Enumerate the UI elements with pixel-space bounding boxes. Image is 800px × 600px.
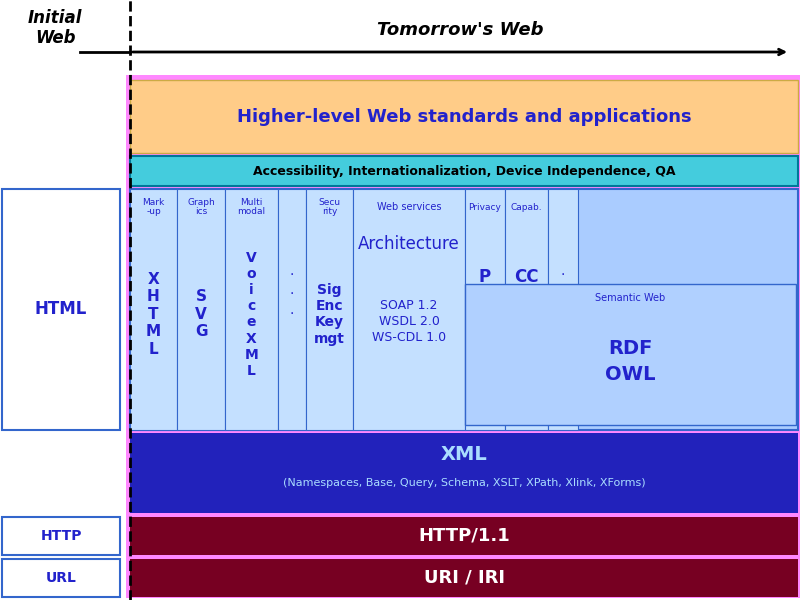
Text: HTTP: HTTP bbox=[40, 529, 82, 543]
Text: P
3
P: P 3 P bbox=[479, 268, 491, 327]
Bar bbox=[177, 189, 225, 430]
Text: HTTP/1.1: HTTP/1.1 bbox=[418, 527, 510, 545]
Bar bbox=[548, 189, 578, 430]
Bar bbox=[225, 189, 278, 430]
Text: .
.
.: . . . bbox=[561, 264, 565, 317]
Text: .
.
.: . . . bbox=[290, 264, 294, 317]
Text: (Namespaces, Base, Query, Schema, XSLT, XPath, Xlink, XForms): (Namespaces, Base, Query, Schema, XSLT, … bbox=[282, 478, 646, 488]
Text: Accessibility, Internationalization, Device Independence, QA: Accessibility, Internationalization, Dev… bbox=[253, 164, 675, 178]
Bar bbox=[465, 284, 796, 425]
Text: RDF
OWL: RDF OWL bbox=[606, 339, 656, 385]
Text: Mark
-up: Mark -up bbox=[142, 197, 165, 217]
Text: Secu
rity: Secu rity bbox=[318, 197, 341, 217]
Bar bbox=[2, 559, 120, 597]
Text: Web services: Web services bbox=[377, 202, 442, 212]
Text: S
V
G: S V G bbox=[194, 289, 207, 339]
Bar bbox=[505, 189, 548, 430]
Bar bbox=[306, 189, 353, 430]
Text: SOAP 1.2
WSDL 2.0
WS-CDL 1.0: SOAP 1.2 WSDL 2.0 WS-CDL 1.0 bbox=[372, 299, 446, 344]
Text: Higher-level Web standards and applications: Higher-level Web standards and applicati… bbox=[237, 107, 691, 125]
Text: V
o
i
c
e
X
M
L: V o i c e X M L bbox=[245, 251, 258, 378]
Bar bbox=[2, 189, 120, 430]
Bar bbox=[130, 156, 798, 186]
Text: XML: XML bbox=[441, 445, 487, 464]
Text: Multi
modal: Multi modal bbox=[238, 197, 266, 217]
Text: URI / IRI: URI / IRI bbox=[423, 569, 505, 587]
Text: Graph
ics: Graph ics bbox=[187, 197, 215, 217]
Bar bbox=[126, 75, 800, 598]
Bar bbox=[130, 80, 798, 153]
Text: Architecture: Architecture bbox=[358, 235, 460, 253]
Text: X
H
T
M
L: X H T M L bbox=[146, 272, 161, 356]
Text: Initial: Initial bbox=[28, 9, 82, 27]
Bar bbox=[130, 433, 798, 513]
Bar bbox=[278, 189, 306, 430]
Text: Sig
Enc
Key
mgt: Sig Enc Key mgt bbox=[314, 283, 345, 346]
Text: Semantic Web: Semantic Web bbox=[595, 293, 666, 303]
Text: URL: URL bbox=[46, 571, 77, 585]
Text: Capab.: Capab. bbox=[510, 202, 542, 211]
Bar bbox=[130, 517, 798, 555]
Text: Privacy: Privacy bbox=[469, 202, 502, 211]
Text: CC
/
PP: CC / PP bbox=[514, 268, 538, 327]
Bar bbox=[130, 189, 177, 430]
Text: Tomorrow's Web: Tomorrow's Web bbox=[377, 21, 543, 39]
Text: Web: Web bbox=[34, 29, 75, 47]
Text: HTML: HTML bbox=[35, 301, 87, 319]
Bar bbox=[353, 189, 465, 430]
Bar bbox=[130, 559, 798, 597]
Bar bbox=[2, 517, 120, 555]
Bar bbox=[130, 189, 798, 430]
Bar bbox=[465, 189, 505, 430]
